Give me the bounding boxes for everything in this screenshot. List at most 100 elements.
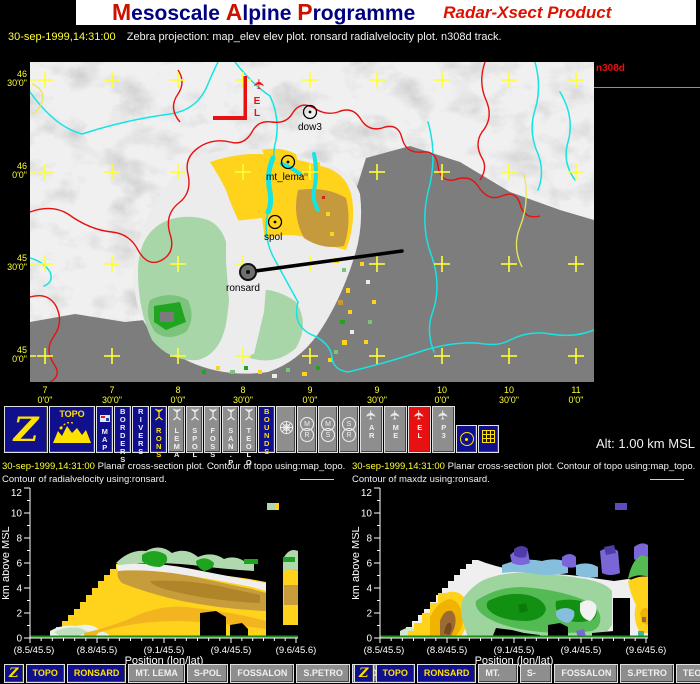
station-label: dow3: [298, 122, 322, 133]
lat-tick-label: 45 30'0": [7, 253, 27, 273]
contour-layer: [200, 611, 226, 638]
station-button-z[interactable]: Z: [4, 664, 24, 683]
toolbar-button-map[interactable]: MAP: [96, 406, 113, 453]
panel-header: 30-sep-1999,14:31:00 Planar cross-sectio…: [2, 460, 350, 486]
radar-field-layer: [160, 312, 174, 322]
toolbar-button-teolo[interactable]: TEOLO: [240, 406, 257, 466]
toolbar-button-rons[interactable]: RONS: [150, 406, 167, 458]
station-marker-dow3[interactable]: dow3: [298, 104, 322, 134]
station-label: spol: [264, 232, 282, 243]
station-marker-ronsard[interactable]: ronsard: [226, 263, 260, 294]
contour-layer: [514, 546, 528, 558]
header-dash: [650, 479, 684, 480]
station-marker-mt_lema[interactable]: mt_lema: [266, 154, 305, 184]
x-tick-label: (9.4/45.5): [211, 645, 252, 656]
station-button-mt-lema[interactable]: MT. LEMA: [128, 664, 185, 683]
flight-track: ✈ EL: [213, 76, 267, 120]
rivers-overlay: [29, 61, 595, 373]
radar-speckle: [270, 182, 274, 186]
contour-layer: [562, 554, 576, 568]
button-label: RIVERS: [136, 407, 146, 455]
svg-text:10: 10: [361, 509, 373, 520]
station-button-s-pol[interactable]: S-POL: [519, 664, 553, 683]
toolbar-button-sanp[interactable]: SAN.P: [222, 406, 239, 466]
grid-icon: [482, 430, 495, 448]
contour-layer: [244, 559, 258, 564]
station-button-ronsard[interactable]: RONSARD: [416, 664, 477, 683]
latlon-grid-marks: [30, 72, 584, 364]
x-tick-label: (8.5/45.5): [14, 645, 55, 656]
station-button-s-pol[interactable]: S-POL: [186, 664, 229, 683]
pair-bottom-letter: R: [342, 428, 356, 442]
lat-tick-label: 45 0'0": [12, 345, 27, 365]
panel-timestamp: 30-sep-1999,14:31:00: [2, 461, 95, 472]
station-button-fossalon[interactable]: FOSSALON: [554, 664, 619, 683]
radar-speckle: [304, 172, 308, 176]
station-button-s-petro[interactable]: S.PETRO: [296, 664, 350, 683]
station-marker-spol[interactable]: spol: [264, 214, 282, 244]
svg-text:8: 8: [366, 534, 372, 545]
toolbar-button-rivers[interactable]: RIVERS: [132, 406, 149, 455]
toolbar-button-foss[interactable]: FOSS.: [204, 406, 221, 466]
lon-tick-label: 7 0'0": [37, 385, 53, 406]
y-axis-title: km above MSL: [352, 526, 362, 599]
airplane-icon: ✈: [363, 409, 379, 421]
toolbar-button-p3[interactable]: ✈ P3: [432, 406, 455, 453]
radar-speckle: [346, 288, 350, 293]
station-button-topo[interactable]: TOPO: [375, 664, 415, 683]
svg-text:12: 12: [361, 488, 373, 499]
radar-speckle: [286, 368, 290, 372]
antenna-icon: [190, 408, 200, 426]
toolbar-button-spol[interactable]: SPOL: [186, 406, 203, 458]
radar-speckle: [342, 268, 346, 272]
radar-speckles: [202, 154, 376, 378]
product-title: Radar-Xsect Product: [443, 2, 612, 22]
toolbar-button-bounds[interactable]: BOUNDS: [258, 406, 275, 455]
station-button-z[interactable]: Z: [354, 664, 374, 683]
toolbar-button-z[interactable]: Z: [4, 406, 48, 453]
aircraft-track-label: n308d: [596, 63, 625, 74]
station-button-fossalon[interactable]: FOSSALON: [230, 664, 295, 683]
radar-field-layer: [138, 216, 230, 361]
toolbar-button-stationmarkers[interactable]: [456, 425, 477, 453]
radar-speckle: [216, 366, 220, 370]
x-tick-label: (9.4/45.5): [561, 645, 602, 656]
radialvelocity-contour-layers: [30, 503, 298, 638]
main-toolbar: Z TOPO MAP BORDERS RIVERS RONS LEMA SPOL FOSS. SA…: [4, 406, 499, 466]
svg-text:4: 4: [16, 584, 22, 595]
station-button-teolo[interactable]: TEOLO: [675, 664, 700, 683]
toolbar-button-el[interactable]: ✈ EL: [408, 406, 431, 453]
svg-text:L: L: [254, 108, 260, 119]
lon-tick-label: 9 30'0": [367, 385, 387, 406]
station-row-left: Z TOPO RONSARD MT. LEMA S-POL FOSSALON S.PETRO…: [4, 664, 397, 683]
lon-tick-label: 9 0'0": [302, 385, 318, 406]
toolbar-button-me[interactable]: ✈ ME: [384, 406, 407, 453]
lon-tick-label: 8 30'0": [233, 385, 253, 406]
svg-text:E: E: [254, 96, 261, 107]
antenna-icon: [226, 408, 236, 426]
station-button-mt-lema[interactable]: MT. LEMA: [478, 664, 518, 683]
panel-header-line1: Planar cross-section plot. Contour of to…: [97, 461, 346, 472]
station-button-s-petro[interactable]: S.PETRO: [620, 664, 674, 683]
station-button-topo[interactable]: TOPO: [25, 664, 65, 683]
toolbar-button-grid[interactable]: [478, 425, 499, 453]
toolbar-button-borders[interactable]: BORDERS: [114, 406, 131, 463]
toolbar-button-radarweb[interactable]: [276, 406, 296, 453]
radar-speckle: [334, 350, 338, 354]
cross-section-line[interactable]: [246, 249, 404, 274]
toolbar-button-topo[interactable]: TOPO: [49, 406, 95, 453]
topo-button-label: TOPO: [59, 409, 85, 419]
airplane-icon: ✈: [387, 409, 403, 421]
toolbar-button-ar[interactable]: ✈ AR: [360, 406, 383, 453]
toolbar-button-lema[interactable]: LEMA: [168, 406, 185, 458]
button-label: FOSS.: [208, 426, 218, 466]
x-tick-label: (8.8/45.5): [77, 645, 118, 656]
station-button-ronsard[interactable]: RONSARD: [66, 664, 127, 683]
button-label: LEMA: [172, 426, 182, 458]
